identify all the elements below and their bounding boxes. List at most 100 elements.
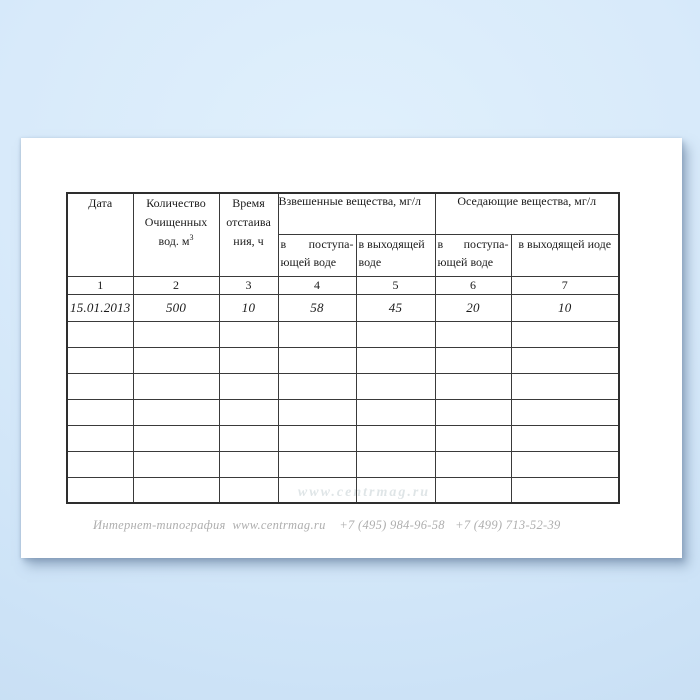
quantity-line2: Очищенных [144, 215, 208, 229]
empty-cell [277, 424, 357, 452]
empty-cell [218, 320, 279, 348]
header-cell-date: Дата [66, 192, 134, 277]
time-line1: Время [232, 196, 265, 210]
empty-cell [434, 320, 512, 348]
empty-row [66, 398, 620, 426]
empty-cell [355, 320, 436, 348]
empty-cell [66, 398, 134, 426]
column-number-2: 2 [132, 275, 220, 295]
numbering-row: 1 2 3 4 5 6 7 [66, 275, 620, 295]
header-row-main: Дата Количество Очищенных вод. м3 Время … [66, 192, 620, 277]
subheader-settling-outgoing: в выходящей иоде [510, 233, 620, 277]
empty-cell [510, 450, 620, 478]
quantity-unit-superscript: 3 [189, 233, 194, 242]
entry-suspended-incoming: 58 [277, 293, 357, 322]
subheader-line2: ющей воде [437, 254, 494, 269]
empty-cell [434, 476, 512, 504]
empty-cell [132, 450, 220, 478]
column-number-7: 7 [510, 275, 620, 295]
empty-cell [66, 424, 134, 452]
empty-row [66, 450, 620, 478]
subheader-line1: в выходящей [358, 236, 425, 251]
subheader-line2: ющей воде [280, 254, 337, 269]
header-date-label: Дата [88, 196, 113, 210]
empty-row [66, 320, 620, 348]
empty-cell [277, 450, 357, 478]
column-number-3: 3 [218, 275, 279, 295]
subheader-suspended-outgoing: в выходящей воде [355, 233, 436, 277]
empty-cell [218, 424, 279, 452]
journal-sheet: www.centrmag.ru Дата Количество Очищенны… [21, 138, 682, 558]
empty-cell [218, 398, 279, 426]
empty-cell [355, 398, 436, 426]
column-number-6: 6 [434, 275, 512, 295]
empty-cell [218, 476, 279, 504]
empty-cell [277, 320, 357, 348]
header-row-sub: в поступа- ющей воде в выходящей воде в … [67, 233, 620, 277]
empty-cell [218, 346, 279, 374]
empty-cell [355, 372, 436, 400]
entry-settling-time: 10 [218, 293, 279, 322]
word-v: в [437, 236, 444, 251]
empty-cell [218, 372, 279, 400]
empty-cell [132, 424, 220, 452]
time-line2: отстаива [226, 215, 271, 229]
time-line3: ния, ч [233, 234, 264, 248]
word-v: в [280, 236, 287, 251]
header-cell-settling-time: Время отстаива ния, ч [218, 192, 279, 277]
empty-cell [510, 320, 620, 348]
quantity-line3: вод. м3 [134, 232, 218, 251]
subheader-settling-incoming: в поступа- ющей воде [434, 233, 512, 277]
word-postupa: поступа- [463, 236, 509, 251]
header-group-suspended-substances: Взвешенные вещества, мг/л [277, 192, 436, 235]
empty-cell [355, 450, 436, 478]
subheader-line2: воде [358, 254, 382, 269]
empty-cell [277, 372, 357, 400]
empty-cell [132, 346, 220, 374]
empty-cell [132, 398, 220, 426]
entry-suspended-outgoing: 45 [355, 293, 436, 322]
subheader-line-justified: в поступа- [279, 235, 355, 253]
header-cell-quantity: Количество Очищенных вод. м3 [132, 192, 220, 277]
empty-cell [277, 398, 357, 426]
empty-row [66, 424, 620, 452]
empty-cell [66, 476, 134, 504]
empty-cell [66, 320, 134, 348]
empty-cell [510, 424, 620, 452]
empty-cell [434, 450, 512, 478]
printer-watermark: Интернет-типография www.centrmag.ru +7 (… [93, 518, 561, 532]
empty-cell [66, 346, 134, 374]
empty-cell [66, 372, 134, 400]
quantity-unit: вод. м [158, 234, 190, 248]
entry-settling-incoming: 20 [434, 293, 512, 322]
column-number-4: 4 [277, 275, 357, 295]
entry-date: 15.01.2013 [66, 293, 134, 322]
empty-cell [277, 346, 357, 374]
empty-row [66, 372, 620, 400]
empty-row [66, 346, 620, 374]
empty-cell [132, 476, 220, 504]
empty-cell [132, 372, 220, 400]
empty-cell [132, 320, 220, 348]
subheader-line-justified: в поступа- [436, 235, 510, 253]
column-number-1: 1 [66, 275, 134, 295]
word-postupa: поступа- [308, 236, 354, 251]
entry-quantity: 500 [132, 293, 220, 322]
column-number-5: 5 [355, 275, 436, 295]
empty-cell [510, 346, 620, 374]
empty-cell [277, 476, 357, 504]
header-group-settling-substances: Оседающие вещества, мг/л [434, 192, 620, 235]
empty-cell [355, 476, 436, 504]
empty-cell [434, 398, 512, 426]
empty-cell [355, 424, 436, 452]
empty-cell [510, 398, 620, 426]
entry-settling-outgoing: 10 [510, 293, 620, 322]
quantity-line1: Количество [146, 196, 206, 210]
empty-cell [510, 372, 620, 400]
empty-cell [66, 450, 134, 478]
subheader-suspended-incoming: в поступа- ющей воде [277, 233, 357, 277]
empty-cell [434, 372, 512, 400]
journal-table: Дата Количество Очищенных вод. м3 Время … [66, 192, 621, 504]
empty-row [66, 476, 620, 504]
